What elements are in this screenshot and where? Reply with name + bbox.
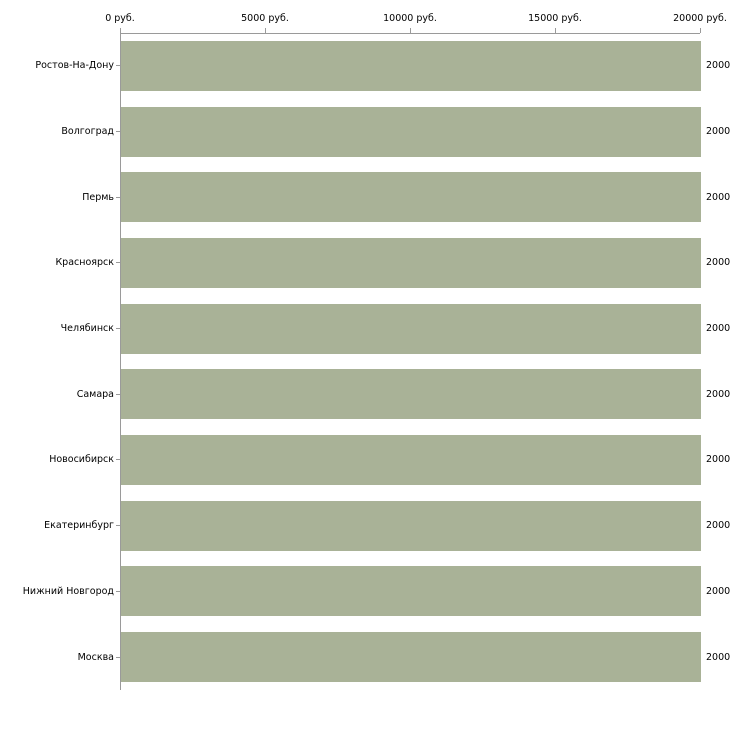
x-tick-mark xyxy=(410,28,411,33)
bar-track xyxy=(121,303,701,354)
x-tick-label: 5000 руб. xyxy=(241,13,289,24)
value-label: 20000 xyxy=(706,323,730,335)
bar-track xyxy=(121,369,701,420)
category-label: Екатеринбург xyxy=(44,520,114,532)
category-label: Самара xyxy=(76,388,114,400)
x-tick-label: 15000 руб. xyxy=(528,13,582,24)
x-tick-mark xyxy=(555,28,556,33)
value-label: 20000 xyxy=(706,126,730,138)
chart-row: Екатеринбург 20000 xyxy=(0,493,730,559)
x-tick-label: 0 руб. xyxy=(105,13,135,24)
y-tick-mark xyxy=(116,328,120,330)
category-label: Москва xyxy=(77,651,114,663)
bar xyxy=(121,369,701,420)
bar-track xyxy=(121,632,701,683)
x-tick-label: 10000 руб. xyxy=(383,13,437,24)
y-tick-mark xyxy=(116,656,120,658)
chart-row: Нижний Новгород 20000 xyxy=(0,559,730,625)
bar-track xyxy=(121,434,701,485)
x-tick-mark xyxy=(265,28,266,33)
value-label: 20000 xyxy=(706,257,730,269)
bar xyxy=(121,106,701,157)
chart-row: Пермь 20000 xyxy=(0,164,730,230)
y-tick-mark xyxy=(116,131,120,133)
category-label: Нижний Новгород xyxy=(22,585,114,597)
y-tick-mark xyxy=(116,262,120,264)
chart-row: Ростов-На-Дону 20000 xyxy=(0,33,730,99)
bar-track xyxy=(121,40,701,91)
y-tick-mark xyxy=(116,196,120,198)
chart-row: Красноярск 20000 xyxy=(0,230,730,296)
bar xyxy=(121,500,701,551)
y-tick-mark xyxy=(116,65,120,67)
bar-track xyxy=(121,106,701,157)
bar-track xyxy=(121,237,701,288)
value-label: 20000 xyxy=(706,191,730,203)
category-label: Пермь xyxy=(82,191,114,203)
bar xyxy=(121,40,701,91)
bar-track xyxy=(121,566,701,617)
category-label: Волгоград xyxy=(61,126,114,138)
y-tick-mark xyxy=(116,393,120,395)
chart-row: Самара 20000 xyxy=(0,361,730,427)
x-tick-mark xyxy=(700,28,701,33)
bar xyxy=(121,172,701,223)
chart-row: Волгоград 20000 xyxy=(0,99,730,165)
value-label: 20000 xyxy=(706,388,730,400)
category-label: Красноярск xyxy=(55,257,114,269)
plot-area xyxy=(120,33,700,690)
value-label: 20000 xyxy=(706,585,730,597)
chart-row: Новосибирск 20000 xyxy=(0,427,730,493)
chart-row: Москва 20000 xyxy=(0,624,730,690)
category-label: Ростов-На-Дону xyxy=(35,60,114,72)
bar xyxy=(121,303,701,354)
rows: Ростов-На-Дону 20000 Волгоград 20000 Пермь 20… xyxy=(0,33,730,690)
value-label: 20000 xyxy=(706,520,730,532)
x-tick-mark xyxy=(120,28,121,33)
y-tick-mark xyxy=(116,590,120,592)
chart-row: Челябинск 20000 xyxy=(0,296,730,362)
y-tick-mark xyxy=(116,459,120,461)
value-label: 20000 xyxy=(706,454,730,466)
bar xyxy=(121,566,701,617)
value-label: 20000 xyxy=(706,60,730,72)
y-tick-mark xyxy=(116,525,120,527)
x-tick-label: 20000 руб. xyxy=(673,13,727,24)
category-label: Новосибирск xyxy=(49,454,114,466)
bar xyxy=(121,632,701,683)
value-label: 20000 xyxy=(706,651,730,663)
category-label: Челябинск xyxy=(60,323,114,335)
bar xyxy=(121,237,701,288)
bar-track xyxy=(121,172,701,223)
bar-track xyxy=(121,500,701,551)
bar xyxy=(121,434,701,485)
